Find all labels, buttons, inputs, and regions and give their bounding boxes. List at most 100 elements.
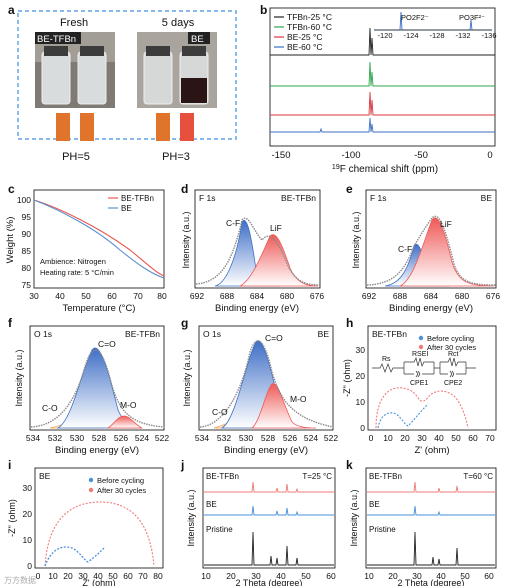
vial-label-fresh: BE-TFBn xyxy=(37,34,76,45)
x-tick: 20 xyxy=(63,571,73,581)
panel-c: c BE-TFBn BE Ambience: Nitrogen Heating … xyxy=(5,182,167,314)
peak-label: M-O xyxy=(120,400,137,410)
x-tick: 50 xyxy=(451,433,461,443)
x-tick: 524 xyxy=(304,433,318,443)
x-tick: -150 xyxy=(271,150,290,161)
x-tick: 10 xyxy=(364,571,374,581)
vial-4-cap xyxy=(182,46,206,56)
panel-letter: i xyxy=(8,458,11,472)
peak-m-o xyxy=(250,383,317,429)
x-axis-label: Temperature (°C) xyxy=(63,303,136,314)
inset-peak-label: PO2F2⁻ xyxy=(401,13,429,22)
legend-entry: TFBn-25 °C xyxy=(287,12,332,22)
x-tick: 60 xyxy=(484,571,494,581)
vial-label-bg xyxy=(35,32,81,44)
vial-2 xyxy=(77,51,107,105)
peak-lif xyxy=(399,217,495,287)
panel-a: a Fresh 5 days BE-TFBn BE PH=5 PH=3 xyxy=(8,3,237,163)
x-axis-label: Binding energy (eV) xyxy=(389,303,473,314)
x-tick: -50 xyxy=(414,150,428,161)
x-tick: 70 xyxy=(138,571,148,581)
x-tick: 40 xyxy=(55,291,65,301)
x-tick: 80 xyxy=(157,291,167,301)
ph-strip-4 xyxy=(180,113,194,141)
eis-sample: BE xyxy=(39,471,51,481)
y-axis-label: Weight (%) xyxy=(5,217,16,264)
panel-letter: e xyxy=(346,182,353,196)
vial-label-5days: BE xyxy=(191,34,204,45)
y-tick: 95 xyxy=(22,212,32,222)
x-tick: 30 xyxy=(417,433,427,443)
peak-label: C-F xyxy=(398,244,412,254)
x-tick: 50 xyxy=(460,571,470,581)
x-tick: 0 xyxy=(36,571,41,581)
ph-label-fresh: PH=5 xyxy=(62,151,90,163)
x-tick: 60 xyxy=(326,571,336,581)
legend-entry: After 30 cycles xyxy=(427,343,476,352)
x-tick: 528 xyxy=(261,433,275,443)
vial-3 xyxy=(143,51,173,105)
x-tick: 30 xyxy=(251,571,261,581)
x-tick: 528 xyxy=(92,433,106,443)
x-axis-label: Binding energy (eV) xyxy=(215,303,299,314)
panel-letter: b xyxy=(260,3,267,17)
xps-title: F 1s xyxy=(199,193,216,203)
y-tick: 20 xyxy=(23,509,33,519)
circuit-label-rct: Rct xyxy=(448,351,459,358)
x-tick: 40 xyxy=(93,571,103,581)
xrd-trace-pristine xyxy=(367,531,495,566)
peak-label: M-O xyxy=(290,394,307,404)
legend-entry: After 30 cycles xyxy=(97,486,146,495)
xrd-trace-be-tfbn xyxy=(204,481,334,493)
xrd-trace-pristine xyxy=(204,531,334,566)
nmr-trace-tfbn-60 xyxy=(270,61,495,87)
y-axis-label: -Z" (ohm) xyxy=(7,499,17,537)
legend-entry: Before cycling xyxy=(427,334,474,343)
x-axis-label: 2 Theta (degree) xyxy=(398,578,465,586)
panel-d: d F 1s BE-TFBn C-F LiF 692 688 684 680 6… xyxy=(181,182,324,314)
x-tick: 60 xyxy=(123,571,133,581)
panel-letter: k xyxy=(346,458,353,472)
x-tick: 20 xyxy=(388,571,398,581)
y-tick: 100 xyxy=(17,195,31,205)
inset-tick: -136 xyxy=(481,31,496,40)
xps-sample: BE xyxy=(481,193,493,203)
x-tick: 680 xyxy=(455,291,469,301)
ph-strip-1 xyxy=(56,113,70,141)
x-tick: 684 xyxy=(250,291,264,301)
x-tick: 530 xyxy=(70,433,84,443)
y-tick: 10 xyxy=(23,535,33,545)
x-tick: 30 xyxy=(412,571,422,581)
panel-h: h BE-TFBn Before cycling After 30 cycles… xyxy=(342,316,497,456)
xps-frame xyxy=(365,189,497,289)
vial-1 xyxy=(41,51,71,105)
xps-title: O 1s xyxy=(34,329,52,339)
panel-e: e F 1s BE C-F LiF 692 688 684 680 676 Bi… xyxy=(346,182,500,314)
x-tick: 692 xyxy=(362,291,376,301)
x-axis-label: Z' (ohm) xyxy=(414,445,449,456)
x-tick: 526 xyxy=(283,433,297,443)
legend-entry: Before cycling xyxy=(97,476,144,485)
y-axis-label: -Z" (ohm) xyxy=(342,359,352,397)
xrd-trace-be-tfbn xyxy=(367,481,495,493)
y-tick: 0 xyxy=(27,561,32,571)
panel-letter: d xyxy=(181,182,188,196)
legend-entry: BE xyxy=(121,204,132,213)
x-tick: 692 xyxy=(190,291,204,301)
xps-title: O 1s xyxy=(203,329,221,339)
panel-letter: a xyxy=(8,3,15,17)
vial-3-cap xyxy=(146,46,170,56)
x-tick: 522 xyxy=(155,433,169,443)
watermark: 万方数据 xyxy=(4,575,36,585)
xrd-condition: T=60 °C xyxy=(463,472,493,481)
x-tick: 50 xyxy=(108,571,118,581)
inset-tick: -124 xyxy=(403,31,418,40)
x-tick: 688 xyxy=(220,291,234,301)
x-tick: 40 xyxy=(276,571,286,581)
panel-letter: h xyxy=(346,316,353,330)
panel-i: i BE Before cycling After 30 cycles 0 10… xyxy=(7,458,164,586)
xrd-frame xyxy=(365,467,497,569)
eis-frame xyxy=(367,325,497,431)
nyquist-before-cycling xyxy=(377,403,429,429)
